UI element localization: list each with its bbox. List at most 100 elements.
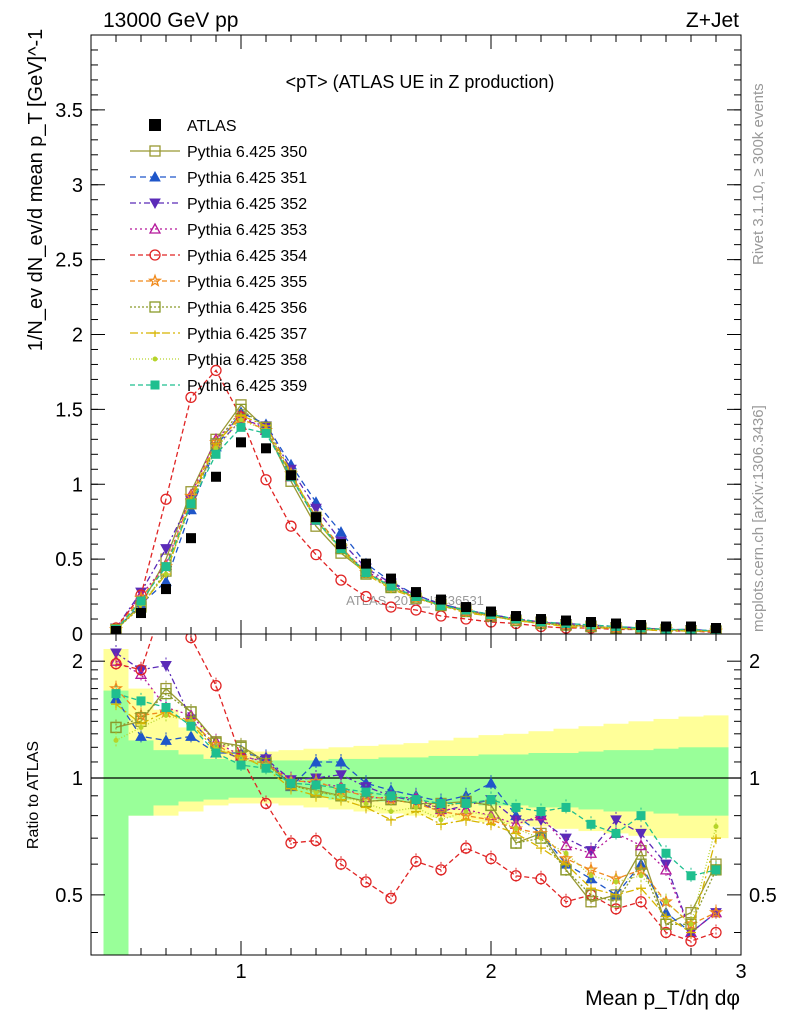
data-point xyxy=(138,724,144,730)
data-point xyxy=(160,544,172,555)
data-point xyxy=(636,885,646,893)
data-point xyxy=(611,892,621,899)
data-point xyxy=(610,815,622,826)
data-point xyxy=(711,865,721,875)
data-point xyxy=(561,802,571,812)
data-point xyxy=(388,808,394,814)
data-point xyxy=(285,520,297,532)
legend-marker xyxy=(149,198,161,210)
data-point xyxy=(111,701,121,709)
ratio-band-inner xyxy=(703,747,729,816)
data-point xyxy=(584,846,598,858)
data-point xyxy=(335,755,347,767)
ratio-band-inner xyxy=(628,750,654,812)
data-point xyxy=(538,835,544,841)
data-point xyxy=(386,791,396,801)
data-point xyxy=(161,584,171,595)
data-point xyxy=(161,702,171,712)
data-point xyxy=(136,608,146,619)
data-point xyxy=(635,828,647,840)
y-tick-label: 2 xyxy=(72,325,83,347)
data-point xyxy=(461,798,471,808)
data-point xyxy=(311,512,321,523)
legend-item: Pythia 6.425 356 xyxy=(130,300,307,317)
legend-label: Pythia 6.425 351 xyxy=(187,170,307,187)
data-point xyxy=(335,770,347,781)
data-point xyxy=(160,660,172,672)
data-point xyxy=(485,777,497,788)
data-point xyxy=(363,800,369,806)
legend: ATLAS Pythia 6.425 350 Pythia 6.425 351 Pyt… xyxy=(130,118,307,395)
data-point xyxy=(335,526,347,537)
data-point xyxy=(659,863,673,875)
data-point xyxy=(310,503,322,515)
data-point xyxy=(536,806,546,816)
legend-label: Pythia 6.425 350 xyxy=(187,144,307,161)
data-point xyxy=(135,730,147,741)
data-point xyxy=(686,929,696,937)
data-point xyxy=(688,921,694,927)
data-point xyxy=(461,817,471,824)
data-point xyxy=(386,573,396,584)
data-point xyxy=(336,783,346,793)
data-point xyxy=(511,611,521,622)
data-point xyxy=(410,604,422,616)
main-plot-area: 0 0.5 1 1.5 2 2.5 3 3.5 xyxy=(55,34,742,955)
legend-marker xyxy=(152,356,158,362)
data-point xyxy=(435,864,447,876)
legend-item: Pythia 6.425 355 xyxy=(130,273,307,291)
ratio-frame xyxy=(90,633,742,956)
data-point xyxy=(486,606,496,617)
data-point xyxy=(586,819,596,829)
legend-label: Pythia 6.425 358 xyxy=(187,352,307,369)
data-point xyxy=(261,443,271,454)
series-pythia-6-425-357 xyxy=(111,412,721,634)
data-point xyxy=(211,449,221,459)
data-point xyxy=(536,845,546,853)
data-point xyxy=(661,848,671,858)
data-point xyxy=(711,835,721,843)
ratio-tick-label: 0.5 xyxy=(749,885,777,907)
data-point xyxy=(411,795,421,805)
data-point xyxy=(213,445,219,451)
data-point xyxy=(360,782,372,793)
data-point xyxy=(586,885,596,893)
header-right: Z+Jet xyxy=(686,9,739,32)
data-point xyxy=(163,712,169,718)
data-point xyxy=(361,558,371,569)
data-point xyxy=(310,834,322,847)
ratio-band-inner xyxy=(203,758,229,800)
data-point xyxy=(461,602,471,613)
data-point xyxy=(386,817,396,824)
y-tick-label: 1 xyxy=(72,474,83,496)
data-point xyxy=(260,797,272,810)
legend-marker xyxy=(149,249,161,261)
data-point xyxy=(660,926,672,939)
legend-marker xyxy=(149,119,161,131)
legend-item: Pythia 6.425 352 xyxy=(130,196,307,213)
y-axis-label: 1/N_ev dN_ev/d mean p_T [GeV]^-1 xyxy=(25,29,47,352)
data-point xyxy=(686,871,696,881)
data-point xyxy=(710,926,722,939)
data-point xyxy=(513,826,519,832)
data-point xyxy=(635,896,647,908)
ratio-band-inner xyxy=(653,748,679,814)
y-tick-label: 2.5 xyxy=(55,250,83,272)
data-point xyxy=(485,852,497,865)
data-point xyxy=(661,621,671,632)
legend-label: Pythia 6.425 357 xyxy=(187,326,307,343)
data-point xyxy=(185,730,197,741)
data-point xyxy=(708,905,724,919)
ratio-tick-label: 1 xyxy=(749,768,760,790)
data-point xyxy=(663,899,669,905)
data-point xyxy=(463,808,469,814)
ratio-series xyxy=(111,685,721,884)
data-point xyxy=(686,621,696,632)
y-tick-label: 3 xyxy=(72,175,83,197)
data-point xyxy=(286,470,296,481)
data-point xyxy=(360,590,372,603)
legend-label: Pythia 6.425 354 xyxy=(187,248,307,265)
data-point xyxy=(511,802,521,812)
ratio-band-inner xyxy=(553,753,579,808)
data-point xyxy=(236,437,246,448)
